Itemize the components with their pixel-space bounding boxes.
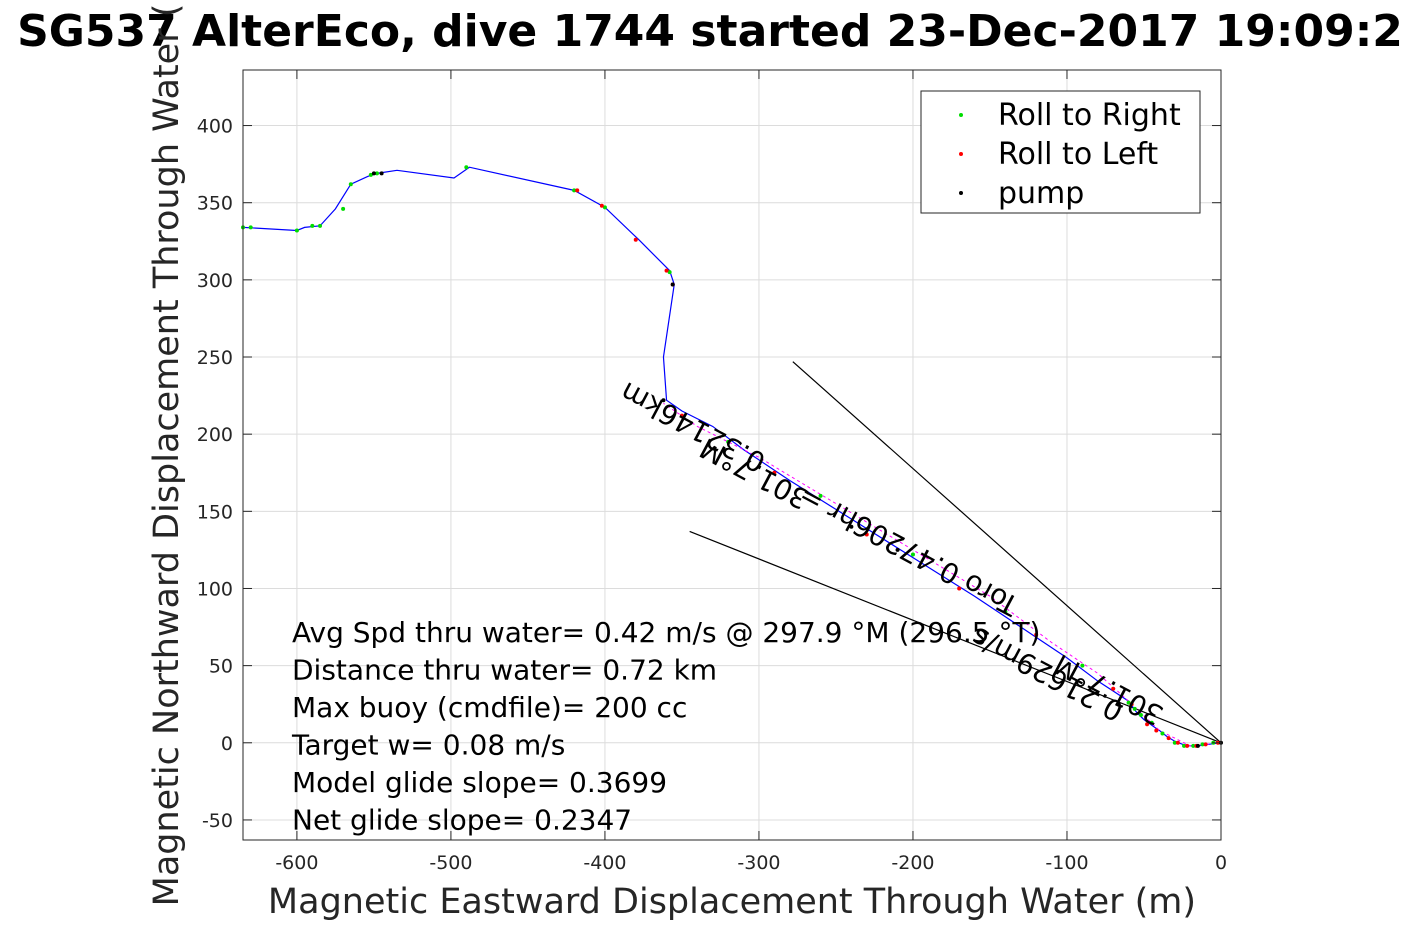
stats-line: Target w= 0.08 m/s [291, 729, 565, 762]
roll-right-point [348, 182, 353, 187]
roll-left-point [957, 586, 962, 591]
roll-right-point [368, 172, 373, 177]
roll-right-point [1160, 731, 1165, 736]
roll-left-point [664, 268, 669, 273]
roll-left-point [679, 413, 684, 418]
stats-line: Avg Spd thru water= 0.42 m/s @ 297.9 °M … [292, 616, 1040, 649]
roll-left-point [1129, 702, 1134, 707]
roll-left-point [1185, 743, 1190, 748]
roll-left-point [599, 203, 604, 208]
legend-roll-right-label: Roll to Right [998, 98, 1181, 133]
roll-right-point [464, 165, 469, 170]
roll-right-point [602, 205, 607, 210]
roll-right-point [1200, 742, 1205, 747]
roll-right-point [910, 552, 915, 557]
legend-roll-right-marker [959, 113, 963, 117]
roll-right-point [1138, 713, 1143, 718]
legend-roll-left-marker [959, 152, 963, 156]
roll-left-point [1034, 632, 1039, 637]
roll-right-point [1191, 743, 1196, 748]
roll-right-point [341, 206, 346, 211]
x-axis-label: Magnetic Eastward Displacement Through W… [268, 882, 1196, 922]
y-tick-label: 0 [221, 733, 233, 755]
roll-left-point [864, 532, 869, 537]
roll-right-point [1080, 663, 1085, 668]
stats-line: Model glide slope= 0.3699 [292, 766, 667, 799]
y-axis-label: Magnetic Northward Displacement Through … [147, 4, 187, 907]
x-tick-label: -300 [737, 852, 780, 874]
roll-right-point [1149, 720, 1154, 725]
y-tick-label: 400 [197, 116, 233, 138]
roll-right-point [248, 225, 253, 230]
tangent-line [792, 361, 1222, 744]
plot-frame [242, 69, 1222, 841]
roll-left-point [1111, 686, 1116, 691]
legend: Roll to Right Roll to Left pump [920, 90, 1201, 214]
stats-annotations: Avg Spd thru water= 0.42 m/s @ 297.9 °M … [291, 616, 1040, 837]
roll-right-point [818, 493, 823, 498]
roll-right-point [572, 188, 577, 193]
legend-pump-label: pump [998, 176, 1084, 211]
roll-left-point [1166, 736, 1171, 741]
grid [243, 70, 1222, 840]
y-tick-label: 100 [197, 578, 233, 600]
y-tick-label: -50 [202, 810, 233, 832]
roll-left-point [575, 188, 580, 193]
roll-left-point [633, 237, 638, 242]
legend-roll-left-label: Roll to Left [998, 137, 1158, 172]
legend-box [920, 90, 1201, 214]
pump-point [379, 171, 384, 176]
roll-right-point [294, 228, 299, 233]
roll-right-point [1132, 706, 1137, 711]
y-tick-label: 250 [197, 347, 233, 369]
x-tick-label: -600 [275, 852, 318, 874]
y-tick-label: 200 [197, 424, 233, 446]
y-tick-label: 300 [197, 270, 233, 292]
roll-right-point [1126, 700, 1131, 705]
roll-right-point [318, 223, 323, 228]
roll-right-point [374, 171, 379, 176]
x-tick-label: 0 [1215, 852, 1227, 874]
legend-pump-marker [959, 191, 963, 195]
roll-left-point [1145, 722, 1150, 727]
pump-point [1195, 743, 1200, 748]
roll-right-point [1182, 743, 1187, 748]
y-tick-label: 350 [197, 193, 233, 215]
pump-point [371, 171, 376, 176]
x-tick-label: -200 [891, 852, 934, 874]
stats-line: Max buoy (cmdfile)= 200 cc [292, 691, 687, 724]
roll-left-point [1175, 740, 1180, 745]
pump-point [670, 282, 675, 287]
roll-right-point [667, 270, 672, 275]
x-tick-label: -400 [583, 852, 626, 874]
stats-line: Distance thru water= 0.72 km [292, 654, 717, 687]
roll-left-point [1203, 742, 1208, 747]
pump-point [661, 398, 666, 403]
roll-left-point [772, 470, 777, 475]
y-tick-label: 150 [197, 501, 233, 523]
x-tick-label: -500 [429, 852, 472, 874]
pump-point [895, 547, 900, 552]
chart-title: SG537 AlterEco, dive 1744 started 23-Dec… [17, 6, 1403, 57]
stats-line: Net glide slope= 0.2347 [292, 804, 632, 837]
roll-right-point [1003, 609, 1008, 614]
roll-right-point [310, 223, 315, 228]
y-tick-label: 50 [209, 656, 233, 678]
roll-right-point [1172, 740, 1177, 745]
roll-right-point [726, 439, 731, 444]
x-axis-ticks: -600 -500 -400 -300 -200 -100 0 [275, 70, 1227, 874]
y-axis-ticks: -50 0 50 100 150 200 250 300 350 400 [197, 116, 1221, 832]
pump-point [849, 524, 854, 529]
x-tick-label: -100 [1045, 852, 1088, 874]
roll-left-point [1154, 728, 1159, 733]
